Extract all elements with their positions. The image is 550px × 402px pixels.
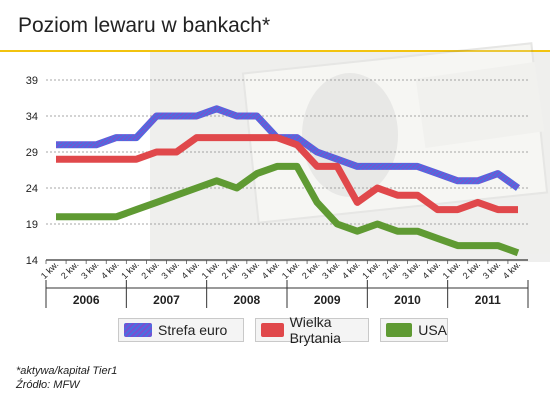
year-label: 2011 — [475, 293, 501, 307]
x-quarter-label: 2 kw. — [59, 259, 81, 281]
x-quarter-label: 1 kw. — [200, 259, 222, 281]
x-quarter-label: 2 kw. — [380, 259, 402, 281]
series-lines — [56, 105, 521, 257]
source-note: Źródło: MFW — [16, 379, 80, 391]
y-tick-label: 19 — [26, 219, 38, 231]
legend-swatch-wielka-brytania — [261, 323, 284, 337]
legend-label: Wielka Brytania — [289, 314, 341, 346]
x-quarter-label: 1 kw. — [119, 259, 141, 281]
series-line-wielka-brytania — [56, 134, 518, 214]
x-quarter-label: 2 kw. — [461, 259, 483, 281]
x-quarter-label: 1 kw. — [441, 259, 463, 281]
x-quarter-label: 1 kw. — [39, 259, 61, 281]
chart-title: Poziom lewaru w bankach* — [18, 14, 271, 37]
y-axis: 14 19 24 29 34 39 — [26, 75, 38, 267]
background-banknote — [150, 42, 550, 262]
y-tick-label: 39 — [26, 75, 38, 87]
x-quarter-label: 1 kw. — [280, 259, 302, 281]
title-bar: Poziom lewaru w bankach* — [0, 0, 550, 52]
year-label: 2007 — [153, 293, 180, 307]
series-line-usa — [56, 162, 520, 257]
x-quarter-label: 2 kw. — [139, 259, 161, 281]
x-quarter-label: 3 kw. — [159, 259, 181, 281]
legend-item-strefa-euro: Strefa euro — [118, 318, 244, 342]
x-quarter-label: 3 kw. — [240, 259, 262, 281]
year-label: 2008 — [233, 293, 260, 307]
year-label: 2010 — [394, 293, 421, 307]
x-quarter-label: 3 kw. — [79, 259, 101, 281]
legend-item-usa: USA — [380, 318, 448, 342]
x-quarter-label: 3 kw. — [320, 259, 342, 281]
x-quarter-label: 3 kw. — [481, 259, 503, 281]
x-quarter-label: 2 kw. — [300, 259, 322, 281]
x-quarter-label: 4 kw. — [99, 259, 121, 281]
x-quarter-label: 4 kw. — [501, 259, 523, 281]
x-quarter-label: 1 kw. — [360, 259, 382, 281]
y-tick-label: 24 — [26, 183, 38, 195]
year-label: 2006 — [73, 293, 100, 307]
legend-label: Strefa euro — [158, 322, 228, 338]
x-quarter-label: 2 kw. — [220, 259, 242, 281]
legend: Strefa euro Wielka Brytania USA — [0, 310, 550, 348]
x-quarter-label: 4 kw. — [260, 259, 282, 281]
y-tick-label: 29 — [26, 147, 38, 159]
legend-item-wielka-brytania: Wielka Brytania — [255, 314, 369, 346]
year-label: 2009 — [314, 293, 341, 307]
x-quarter-label: 4 kw. — [420, 259, 442, 281]
y-tick-label: 14 — [26, 255, 38, 267]
legend-swatch-strefa-euro — [124, 323, 152, 337]
x-quarter-label: 4 kw. — [179, 259, 201, 281]
x-quarter-label: 4 kw. — [340, 259, 362, 281]
legend-swatch-usa — [386, 323, 413, 337]
y-tick-label: 34 — [26, 111, 38, 123]
x-quarter-label: 3 kw. — [400, 259, 422, 281]
x-axis: 1 kw.2 kw.3 kw.4 kw.1 kw.2 kw.3 kw.4 kw.… — [39, 259, 529, 308]
footnote: *aktywa/kapitał Tier1 — [16, 365, 118, 377]
legend-label: USA — [418, 322, 447, 338]
